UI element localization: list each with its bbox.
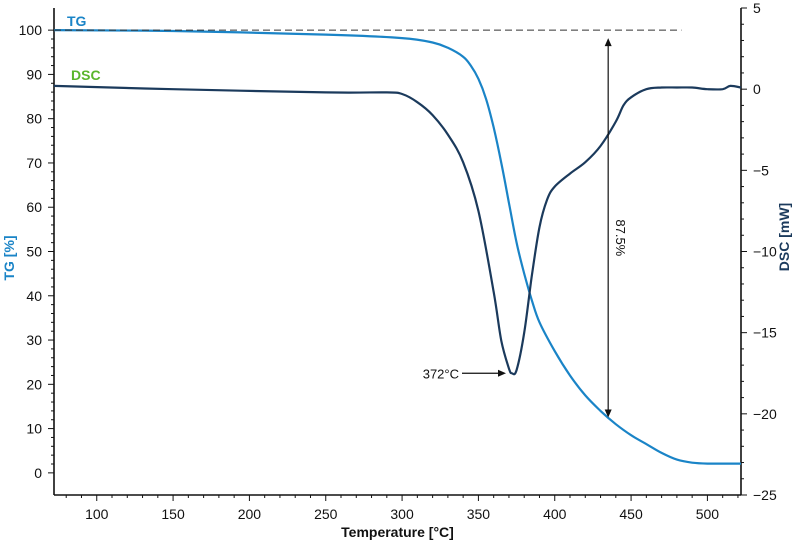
legend-dsc: DSC [71, 67, 101, 83]
peak-arrowhead [498, 369, 506, 377]
x-tick-label: 500 [696, 506, 720, 522]
mass-loss-arrowhead-bottom [604, 409, 612, 418]
right-y-tick-label: 5 [753, 0, 761, 16]
left-y-tick-label: 70 [26, 155, 42, 171]
left-y-tick-label: 60 [26, 199, 42, 215]
left-y-tick-label: 10 [26, 421, 42, 437]
x-tick-label: 150 [161, 506, 185, 522]
x-tick-label: 350 [467, 506, 491, 522]
left-y-tick-label: 40 [26, 288, 42, 304]
right-y-tick-label: 0 [753, 81, 761, 97]
left-y-axis-title: TG [%] [1, 235, 17, 280]
mass-loss-arrowhead-top [604, 38, 612, 47]
left-y-tick-label: 30 [26, 332, 42, 348]
left-y-tick-label: 50 [26, 244, 42, 260]
x-axis-title: Temperature [°C] [341, 524, 454, 540]
left-y-tick-label: 20 [26, 376, 42, 392]
left-y-tick-label: 0 [34, 465, 42, 481]
legend-tg: TG [67, 13, 87, 29]
left-y-tick-label: 80 [26, 111, 42, 127]
right-y-tick-label: −25 [753, 487, 777, 503]
tg-series-line [53, 29, 742, 465]
left-y-tick-label: 100 [19, 22, 43, 38]
peak-temperature-label: 372°C [423, 366, 459, 381]
x-tick-label: 100 [85, 506, 109, 522]
x-tick-label: 200 [238, 506, 262, 522]
x-tick-label: 400 [543, 506, 567, 522]
x-tick-label: 450 [619, 506, 643, 522]
dsc-series-line [53, 84, 742, 376]
right-y-axis-title: DSC [mW] [776, 203, 792, 271]
right-y-tick-label: −5 [753, 162, 769, 178]
left-y-tick-label: 90 [26, 66, 42, 82]
right-y-tick-label: −15 [753, 325, 777, 341]
right-y-tick-label: −10 [753, 244, 777, 260]
mass-loss-label: 87.5% [613, 219, 628, 256]
x-tick-label: 300 [390, 506, 414, 522]
x-tick-label: 250 [314, 506, 338, 522]
right-y-tick-label: −20 [753, 406, 777, 422]
